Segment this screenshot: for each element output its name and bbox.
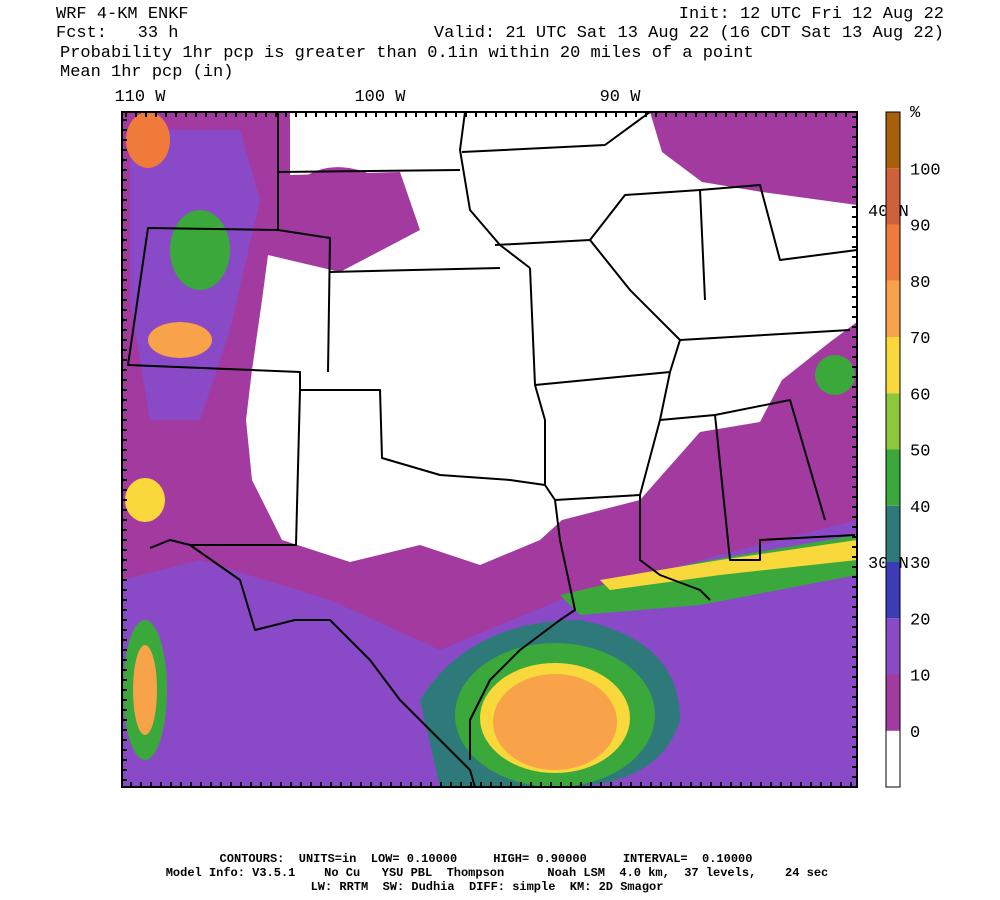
precip-area (815, 355, 855, 395)
colorbar-label: 80 (910, 274, 930, 293)
colorbar-segment (886, 224, 900, 281)
colorbar-label: 30 (910, 555, 930, 574)
precip-area (148, 322, 212, 358)
colorbar-label: 0 (910, 724, 920, 743)
colorbar-segment (886, 505, 900, 562)
colorbar-label: 90 (910, 218, 930, 237)
precip-area (170, 210, 230, 290)
state-borders (127, 111, 858, 788)
colorbar-label: 100 (910, 161, 941, 180)
colorbar-segment (886, 730, 900, 787)
forecast-hour: Fcst: 33 h (56, 24, 178, 43)
precip-area (493, 674, 617, 770)
longitude-label: 100 W (354, 88, 406, 107)
valid-time: Valid: 21 UTC Sat 13 Aug 22 (16 CDT Sat … (434, 24, 944, 43)
colorbar-unit: % (910, 104, 921, 123)
colorbar-label: 40 (910, 499, 930, 518)
map (121, 111, 858, 788)
longitude-label: 90 W (600, 88, 642, 107)
colorbar-label: 50 (910, 443, 930, 462)
map-ticks (123, 113, 856, 786)
colorbar-segment (886, 393, 900, 450)
precip-area (133, 645, 157, 735)
contour-title: Mean 1hr pcp (in) (60, 63, 233, 82)
colorbar-segment (886, 562, 900, 619)
model-info: Model Info: V3.5.1 No Cu YSU PBL Thompso… (166, 866, 829, 880)
colorbar-frame (885, 111, 901, 788)
colorbar-segment (886, 674, 900, 731)
precip-area (126, 112, 170, 168)
colorbar-segment (886, 337, 900, 394)
physics-info: LW: RRTM SW: Dudhia DIFF: simple KM: 2D … (311, 880, 664, 894)
field-title: Probability 1hr pcp is greater than 0.1i… (60, 44, 754, 63)
colorbar-segment (886, 168, 900, 225)
model-title: WRF 4-KM ENKF (56, 5, 189, 24)
colorbar-label: 20 (910, 611, 930, 630)
init-time: Init: 12 UTC Fri 12 Aug 22 (679, 5, 944, 24)
precip-area (650, 112, 857, 205)
colorbar-segment (886, 618, 900, 675)
contour-info: CONTOURS: UNITS=in LOW= 0.10000 HIGH= 0.… (220, 852, 753, 866)
colorbar-segment (886, 280, 900, 337)
colorbar-segment (886, 112, 900, 169)
precip-area (298, 167, 400, 265)
colorbar-label: 70 (910, 330, 930, 349)
longitude-label: 110 W (114, 88, 166, 107)
colorbar-label: 60 (910, 386, 930, 405)
precip-area (125, 478, 165, 522)
map-frame (121, 111, 858, 788)
colorbar: 0 10 20 30 40 50 60 70 80 90 100% (885, 104, 941, 788)
colorbar-label: 10 (910, 668, 930, 687)
colorbar-segment (886, 449, 900, 506)
